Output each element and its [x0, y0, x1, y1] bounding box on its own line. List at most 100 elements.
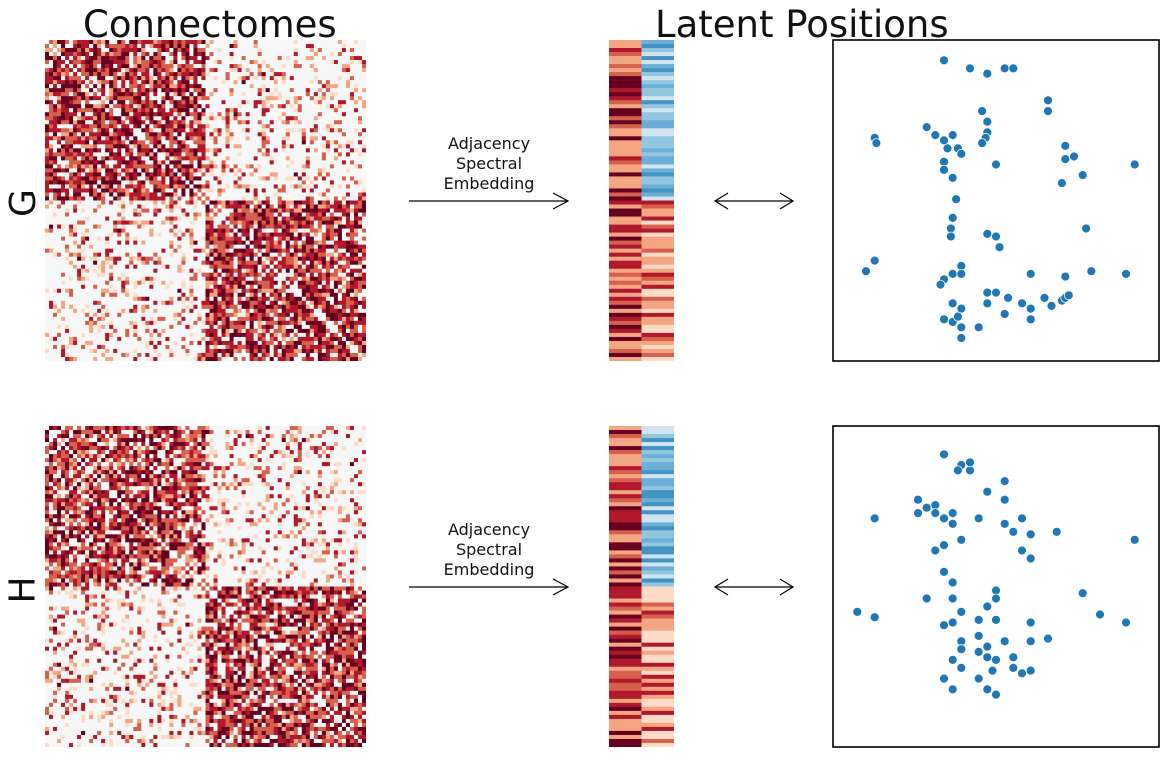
heatmap-cell — [277, 100, 283, 105]
heatmap-cell — [157, 56, 162, 61]
heatmap-cell — [241, 48, 246, 53]
heatmap-cell — [81, 184, 86, 189]
heatmap-cell — [329, 44, 335, 49]
heatmap-cell — [277, 272, 283, 278]
heatmap-cell — [305, 260, 311, 265]
heatmap-cell — [89, 244, 94, 249]
heatmap-cell — [305, 76, 311, 81]
heatmap-cell — [65, 132, 70, 137]
heatmap-cell — [53, 188, 58, 193]
heatmap-cell — [237, 176, 242, 181]
heatmap-cell — [49, 168, 54, 173]
heatmap-cell — [113, 268, 118, 274]
heatmap-cell — [357, 196, 363, 201]
heatmap-cell — [81, 276, 86, 282]
heatmap-cell — [297, 108, 303, 113]
heatmap-cell — [265, 132, 270, 137]
heatmap-cell — [297, 256, 303, 261]
heatmap-cell — [149, 236, 154, 241]
heatmap-cell — [73, 248, 78, 253]
heatmap-cell — [233, 64, 238, 69]
heatmap-cell — [261, 44, 266, 49]
heatmap-cell — [101, 48, 106, 53]
heatmap-cell — [193, 136, 198, 141]
heatmap-cell — [329, 80, 335, 85]
heatmap-cell — [297, 56, 303, 61]
heatmap-cell — [129, 164, 134, 169]
heatmap-cell — [205, 44, 210, 49]
heatmap-cell — [285, 84, 291, 89]
heatmap-cell — [321, 144, 327, 149]
heatmap-cell — [125, 144, 130, 149]
heatmap-cell — [309, 136, 315, 141]
heatmap-cell — [117, 220, 122, 225]
heatmap-cell — [145, 188, 150, 193]
heatmap-cell — [217, 204, 222, 209]
heatmap-cell — [185, 216, 190, 221]
heatmap-cell — [357, 252, 363, 257]
heatmap-cell — [73, 260, 78, 265]
heatmap-cell — [53, 128, 58, 133]
heatmap-cell — [269, 88, 275, 93]
heatmap-cell — [141, 252, 146, 257]
heatmap-cell — [129, 240, 134, 245]
heatmap-cell — [165, 44, 170, 49]
heatmap-cell — [317, 240, 323, 245]
heatmap-cell — [325, 220, 331, 225]
heatmap-cell — [77, 280, 82, 286]
heatmap-cell — [301, 84, 307, 89]
heatmap-cell — [125, 44, 130, 49]
heatmap-cell — [201, 164, 206, 169]
heatmap-cell — [213, 156, 218, 161]
heatmap-cell — [181, 136, 186, 141]
heatmap-cell — [301, 112, 307, 117]
heatmap-cell — [77, 172, 82, 177]
heatmap-cell — [253, 272, 258, 278]
heatmap-cell — [129, 244, 134, 249]
heatmap-cell — [213, 152, 218, 157]
heatmap-cell — [73, 188, 78, 193]
heatmap-cell — [349, 128, 355, 133]
heatmap-cell — [217, 108, 222, 113]
heatmap-cell — [129, 44, 134, 49]
heatmap-cell — [101, 44, 106, 49]
heatmap-cell — [309, 180, 315, 185]
heatmap-cell — [157, 68, 162, 73]
heatmap-cell — [105, 248, 110, 253]
heatmap-cell — [221, 104, 226, 109]
heatmap-cell — [145, 56, 150, 61]
heatmap-cell — [129, 60, 134, 65]
heatmap-cell — [137, 120, 142, 125]
heatmap-cell — [281, 220, 287, 225]
heatmap-cell — [233, 176, 238, 181]
heatmap-cell — [165, 228, 170, 233]
heatmap-cell — [245, 92, 250, 97]
heatmap-cell — [253, 112, 258, 117]
heatmap-cell — [145, 152, 150, 157]
heatmap-cell — [129, 268, 134, 274]
heatmap-cell — [133, 112, 138, 117]
heatmap-cell — [73, 204, 78, 209]
heatmap-cell — [137, 204, 142, 209]
heatmap-cell — [201, 148, 206, 153]
heatmap-cell — [205, 220, 210, 225]
heatmap-cell — [265, 140, 270, 145]
heatmap-cell — [93, 176, 98, 181]
heatmap-cell — [293, 232, 299, 237]
heatmap-cell — [53, 196, 58, 201]
heatmap-cell — [169, 264, 174, 270]
heatmap-cell — [333, 120, 339, 125]
heatmap-cell — [281, 184, 287, 189]
heatmap-cell — [205, 176, 210, 181]
heatmap-cell — [161, 84, 166, 89]
heatmap-cell — [129, 224, 134, 229]
heatmap-cell — [265, 204, 270, 209]
heatmap-cell — [253, 184, 258, 189]
heatmap-cell — [221, 44, 226, 49]
heatmap-cell — [113, 244, 118, 249]
heatmap-cell — [221, 80, 226, 85]
heatmap-cell — [85, 40, 90, 45]
heatmap-cell — [325, 52, 331, 57]
heatmap-cell — [45, 176, 50, 181]
heatmap-cell — [209, 204, 214, 209]
